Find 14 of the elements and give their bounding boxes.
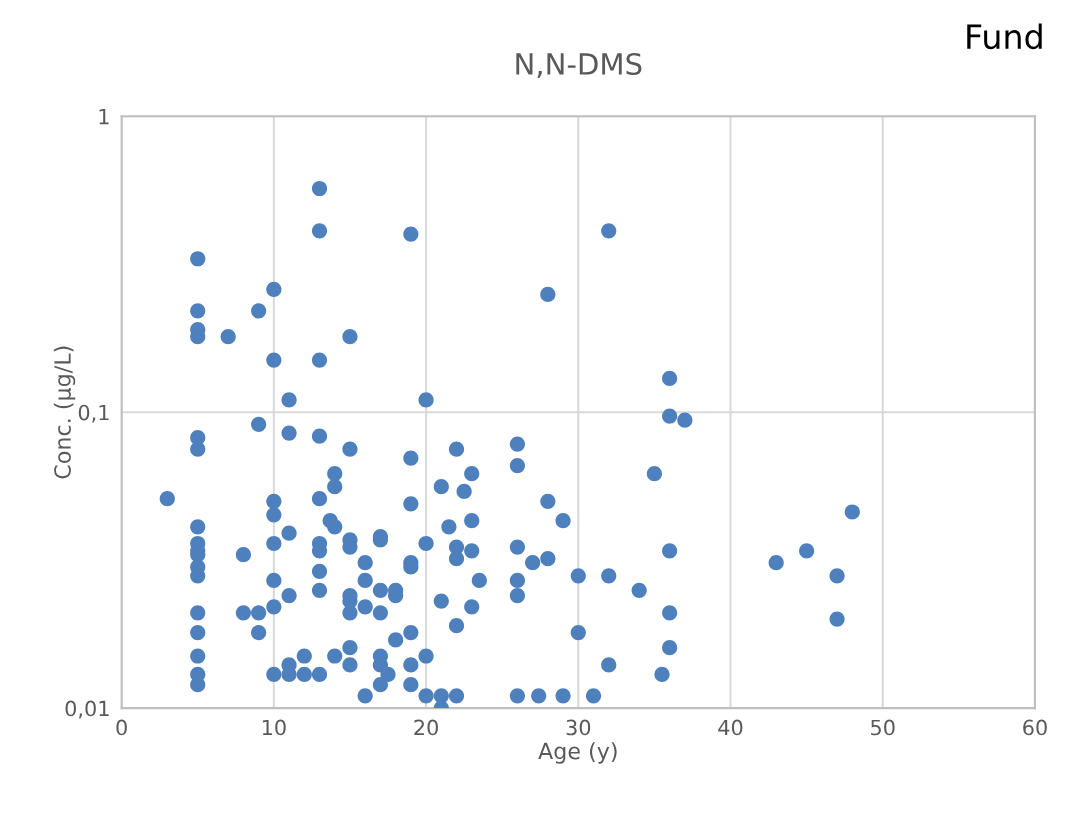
x-tick-label: 40 xyxy=(718,719,743,736)
x-tick-label: 30 xyxy=(566,719,591,736)
text: Fund xyxy=(967,23,1042,50)
x-axis-title: Age (y) xyxy=(538,742,617,764)
y-axis-title: Conc. (µg/L) xyxy=(53,346,76,479)
y-tick-label: 1 xyxy=(99,108,109,125)
x-tick-label: 20 xyxy=(414,719,438,736)
x-tick-label: 10 xyxy=(262,719,286,736)
x-tick-label: 50 xyxy=(871,719,895,736)
y-tick-label: 0,1 xyxy=(78,404,109,423)
x-tick-label: 60 xyxy=(1023,719,1047,736)
x-tick-label: 0 xyxy=(116,719,127,736)
chart-title: N,N-DMS xyxy=(516,52,642,78)
y-tick-label: 0,01 xyxy=(65,700,109,719)
